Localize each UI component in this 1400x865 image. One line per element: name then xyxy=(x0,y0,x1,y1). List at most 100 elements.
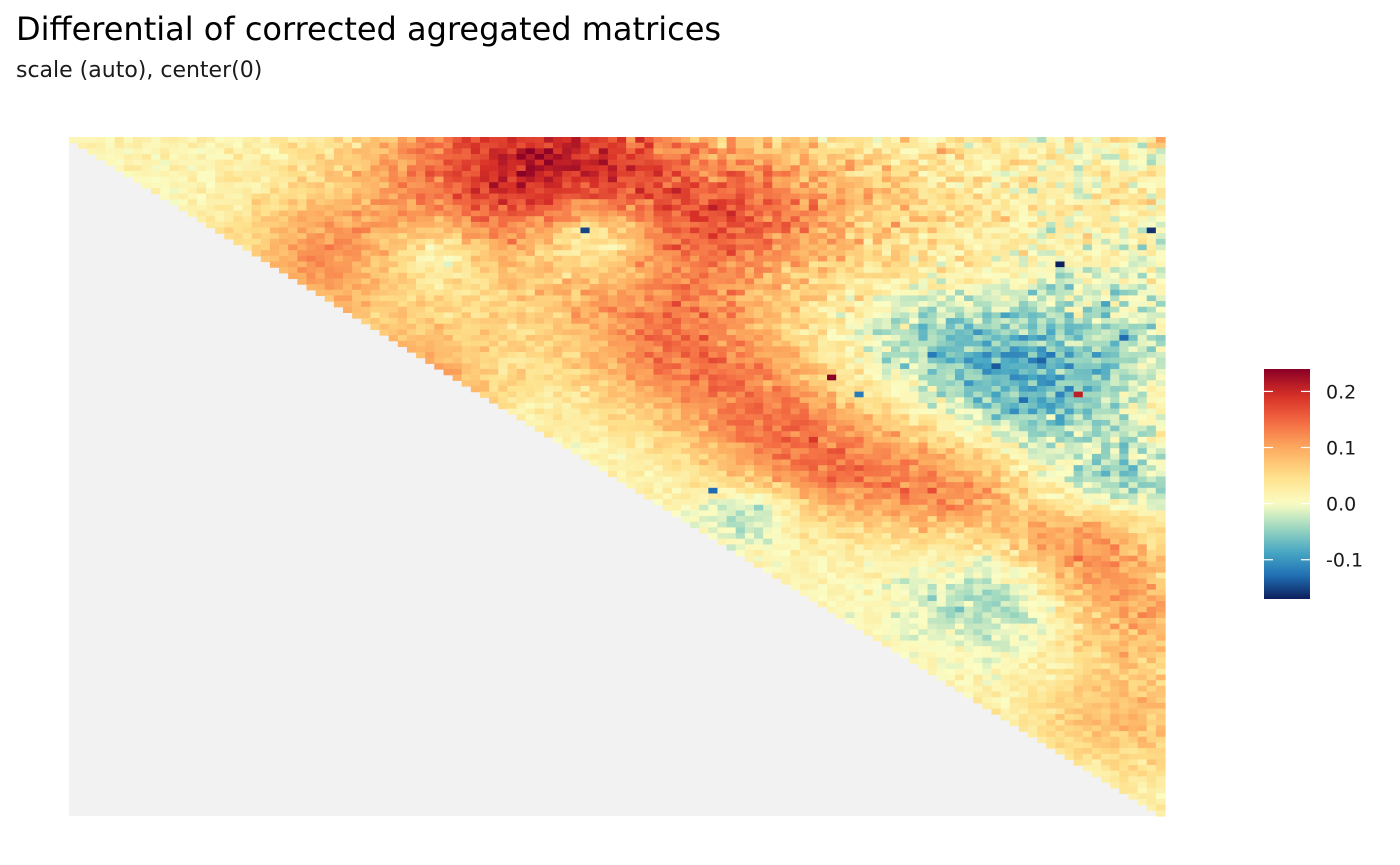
heatmap-cell xyxy=(909,368,919,376)
heatmap-cell xyxy=(333,142,344,149)
heatmap-cell xyxy=(1128,306,1139,314)
heatmap-cell xyxy=(754,408,764,415)
heatmap-cell xyxy=(1155,425,1166,432)
heatmap-cell xyxy=(644,187,655,195)
heatmap-cell xyxy=(836,176,846,183)
heatmap-cell xyxy=(297,165,308,172)
heatmap-cell xyxy=(452,233,463,240)
heatmap-cell xyxy=(817,199,828,206)
heatmap-cell xyxy=(708,165,719,172)
heatmap-cell xyxy=(1082,153,1093,161)
heatmap-cell xyxy=(425,352,435,359)
heatmap-cell xyxy=(269,261,280,268)
heatmap-cell xyxy=(836,368,846,376)
heatmap-cell xyxy=(827,414,837,421)
heatmap-cell xyxy=(991,414,1002,421)
heatmap-cell xyxy=(425,357,435,364)
heatmap-cell xyxy=(964,340,974,347)
heatmap-cell xyxy=(845,323,856,330)
heatmap-cell xyxy=(909,340,919,347)
heatmap-cell xyxy=(562,250,572,257)
heatmap-cell xyxy=(973,323,983,330)
heatmap-cell xyxy=(872,425,883,432)
heatmap-cell xyxy=(1037,408,1047,415)
heatmap-cell xyxy=(343,284,353,291)
heatmap-cell xyxy=(480,238,490,246)
heatmap-cell xyxy=(589,301,600,308)
heatmap-cell xyxy=(580,182,591,189)
heatmap-cell xyxy=(708,289,719,297)
heatmap-cell xyxy=(918,391,929,398)
heatmap-cell xyxy=(626,255,636,263)
heatmap-cell xyxy=(571,159,582,166)
heatmap-cell xyxy=(717,182,728,189)
heatmap-cell xyxy=(735,284,746,291)
heatmap-cell xyxy=(973,148,983,155)
heatmap-cell xyxy=(361,170,371,178)
heatmap-cell xyxy=(406,278,417,285)
heatmap-cell xyxy=(772,391,782,398)
heatmap-cell xyxy=(671,402,682,410)
heatmap-cell xyxy=(836,227,846,234)
heatmap-cell xyxy=(233,233,244,240)
heatmap-cell xyxy=(708,380,719,387)
heatmap-cell xyxy=(553,306,563,314)
heatmap-cell xyxy=(1009,182,1020,189)
heatmap-cell xyxy=(534,159,545,166)
heatmap-cell xyxy=(562,216,572,223)
heatmap-cell xyxy=(1119,312,1130,319)
heatmap-cell xyxy=(598,312,609,319)
heatmap-cell xyxy=(1073,227,1084,234)
heatmap-cell xyxy=(1028,380,1038,387)
heatmap-cell xyxy=(881,385,892,393)
heatmap-cell xyxy=(817,238,828,246)
heatmap-cell xyxy=(1018,165,1029,172)
heatmap-cell xyxy=(1018,295,1029,302)
heatmap-cell xyxy=(598,204,609,212)
heatmap-cell xyxy=(644,261,655,268)
heatmap-cell xyxy=(1146,368,1157,376)
heatmap-cell xyxy=(269,165,280,172)
heatmap-cell xyxy=(964,419,974,427)
heatmap-cell xyxy=(470,227,481,234)
heatmap-cell xyxy=(653,159,664,166)
heatmap-cell xyxy=(726,153,737,161)
heatmap-cell xyxy=(361,159,371,166)
heatmap-cell xyxy=(196,137,207,144)
heatmap-cell xyxy=(827,363,837,370)
heatmap-cell xyxy=(699,170,709,178)
heatmap-cell xyxy=(781,193,792,200)
heatmap-cell xyxy=(470,142,481,149)
heatmap-cell xyxy=(1055,233,1066,240)
heatmap-cell xyxy=(434,363,445,370)
heatmap-cell xyxy=(1037,419,1047,427)
heatmap-cell xyxy=(708,357,719,364)
heatmap-cell xyxy=(534,165,545,172)
heatmap-cell xyxy=(909,187,919,195)
heatmap-cell xyxy=(808,352,819,359)
heatmap-cell xyxy=(516,363,527,370)
heatmap-cell xyxy=(708,233,719,240)
heatmap-cell xyxy=(1119,357,1130,364)
heatmap-cell xyxy=(690,187,700,195)
heatmap-cell xyxy=(1091,165,1102,172)
heatmap-cell xyxy=(397,159,408,166)
heatmap-cell xyxy=(425,318,435,325)
heatmap-cell xyxy=(607,385,618,393)
heatmap-cell xyxy=(991,278,1002,285)
heatmap-cell xyxy=(827,419,837,427)
heatmap-cell xyxy=(936,352,947,359)
heatmap-cell xyxy=(1128,182,1139,189)
heatmap-cell xyxy=(735,244,746,251)
heatmap-cell xyxy=(1064,374,1075,381)
heatmap-cell xyxy=(279,187,289,195)
heatmap-cell xyxy=(781,255,792,263)
heatmap-cell xyxy=(772,137,782,144)
heatmap-cell xyxy=(452,289,463,297)
heatmap-cell xyxy=(954,272,965,280)
heatmap-cell xyxy=(425,221,435,229)
heatmap-cell xyxy=(799,227,810,234)
heatmap-cell xyxy=(1018,176,1029,183)
heatmap-cell xyxy=(370,159,381,166)
heatmap-cell xyxy=(653,182,664,189)
